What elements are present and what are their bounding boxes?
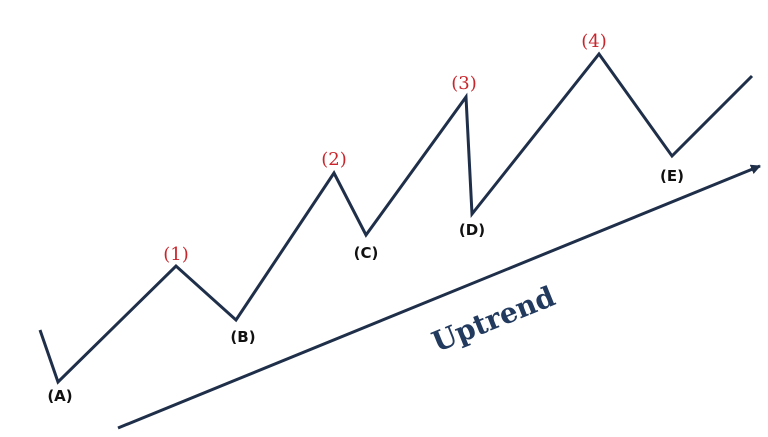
trough-label-b: (B) [230, 328, 255, 346]
trough-label-a: (A) [47, 387, 72, 405]
peak-label-2: (2) [321, 149, 347, 170]
trough-label-e: (E) [660, 167, 684, 185]
uptrend-label: Uptrend [427, 280, 559, 359]
trough-label-c: (C) [354, 244, 379, 262]
price-wave-line [38, 51, 754, 385]
trough-label-d: (D) [459, 221, 485, 239]
peak-label-4: (4) [581, 31, 607, 52]
uptrend-arrow [117, 164, 761, 430]
peak-label-1: (1) [163, 244, 189, 265]
peak-label-3: (3) [451, 73, 477, 94]
